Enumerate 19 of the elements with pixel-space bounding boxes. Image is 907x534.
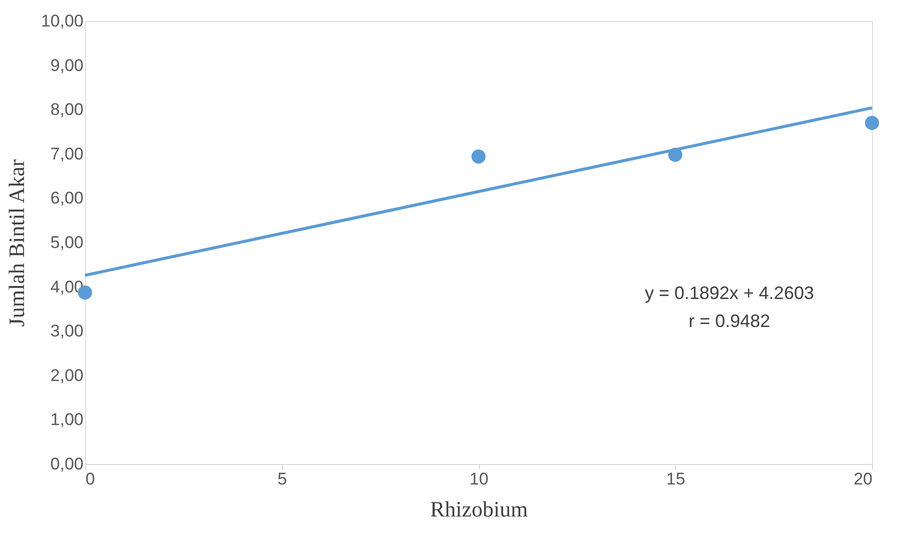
x-tick-label: 10 bbox=[470, 470, 488, 488]
y-tick-label: 8,00 bbox=[50, 100, 84, 120]
y-tick-label: 7,00 bbox=[50, 144, 84, 164]
y-tick-label: 3,00 bbox=[50, 322, 84, 341]
y-tick-label: 5,00 bbox=[50, 233, 84, 252]
x-tick-label: 5 bbox=[278, 470, 287, 488]
x-tick-label: 0 bbox=[86, 470, 95, 488]
y-tick-label: 10,00 bbox=[40, 12, 84, 30]
y-tick-label: 1,00 bbox=[50, 410, 84, 430]
y-tick-label: 6,00 bbox=[50, 188, 84, 208]
x-tick-label: 20 bbox=[854, 470, 872, 488]
y-tick-label: 9,00 bbox=[50, 56, 84, 75]
y-tick-label: 2,00 bbox=[50, 366, 84, 385]
x-axis-title: Rhizobium bbox=[430, 496, 528, 522]
annotation: r = 0.9482 bbox=[688, 311, 770, 331]
y-axis-title: Jumlah Bintil Akar bbox=[4, 158, 29, 327]
x-tick-label: 15 bbox=[666, 470, 686, 488]
annotation: y = 0.1892x + 4.2603 bbox=[644, 283, 814, 303]
y-tick-label: 0,00 bbox=[50, 454, 84, 474]
